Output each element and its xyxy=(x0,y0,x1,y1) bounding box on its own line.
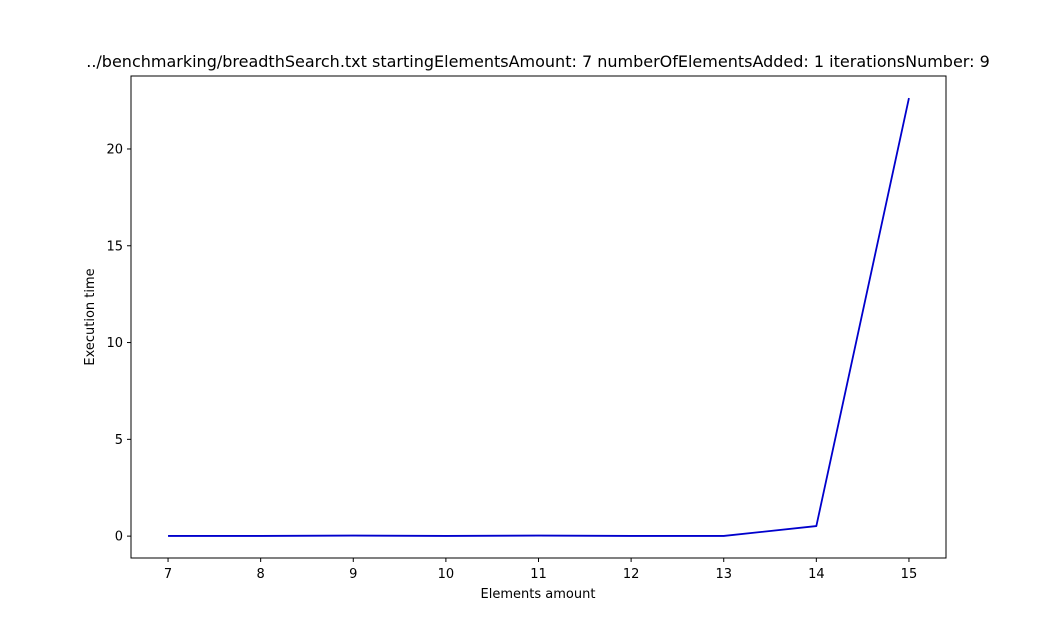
x-ticks: 7 8 9 10 11 12 13 14 15 xyxy=(164,558,917,582)
x-axis-label: Elements amount xyxy=(481,587,596,602)
y-tick-label: 10 xyxy=(106,336,123,351)
x-tick-label: 14 xyxy=(808,567,825,582)
series-layer xyxy=(168,97,910,537)
x-tick-label: 13 xyxy=(715,567,732,582)
y-ticks: 0 5 10 15 20 xyxy=(106,142,131,545)
x-tick-label: 10 xyxy=(438,567,455,582)
x-tick-label: 11 xyxy=(530,567,547,582)
x-tick-label: 12 xyxy=(623,567,640,582)
x-tick-label: 15 xyxy=(901,567,918,582)
series-line xyxy=(168,97,910,537)
y-tick-label: 5 xyxy=(115,433,123,448)
plot-frame xyxy=(130,75,947,559)
chart-title: ../benchmarking/breadthSearch.txt starti… xyxy=(86,52,990,71)
y-tick-label: 15 xyxy=(106,239,123,254)
y-tick-label: 0 xyxy=(115,530,123,545)
x-tick-label: 8 xyxy=(257,567,265,582)
y-tick-label: 20 xyxy=(106,142,123,157)
x-tick-label: 9 xyxy=(349,567,357,582)
x-tick-label: 7 xyxy=(164,567,172,582)
y-axis-label: Execution time xyxy=(83,268,98,365)
